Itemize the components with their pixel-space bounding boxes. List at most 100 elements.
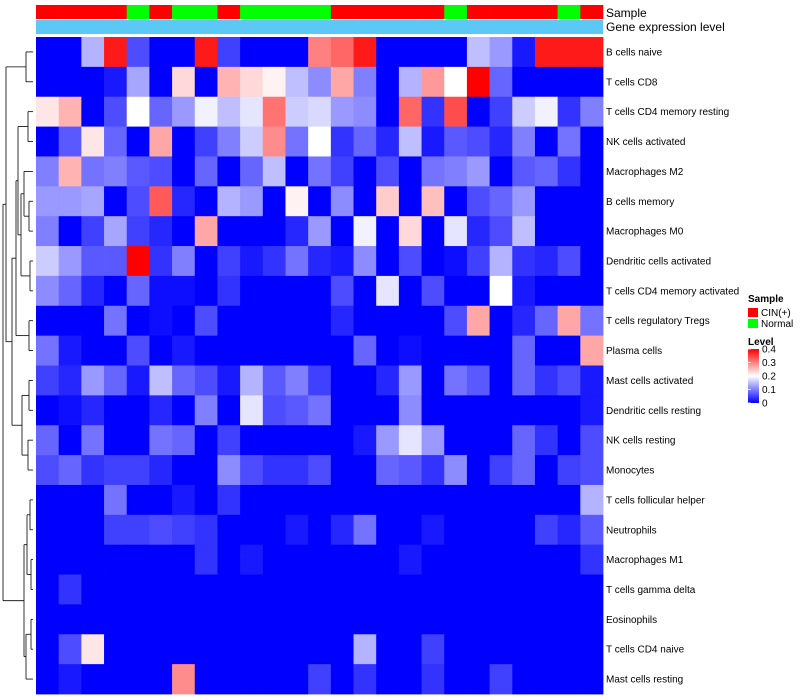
heatmap-cell <box>557 37 581 68</box>
heatmap-cell <box>444 544 468 575</box>
heatmap-cell <box>285 484 309 516</box>
heatmap-cell <box>330 216 354 247</box>
heatmap-cell <box>240 455 264 486</box>
heatmap-cell <box>172 544 196 575</box>
heatmap-cell <box>489 664 513 695</box>
heatmap-cell <box>285 275 309 307</box>
heatmap-cell <box>444 365 468 396</box>
heatmap-cell <box>262 634 286 665</box>
heatmap-cell <box>421 664 445 695</box>
heatmap-cell <box>217 156 241 187</box>
heatmap-cell <box>308 574 332 605</box>
heatmap-cell <box>489 514 513 546</box>
heatmap-cell <box>444 246 468 277</box>
heatmap-cell <box>466 335 490 366</box>
heatmap-cell <box>149 126 173 157</box>
heatmap-cell <box>172 216 196 247</box>
heatmap-cell <box>376 126 400 157</box>
heatmap-cell <box>330 37 354 68</box>
heatmap-cell <box>36 544 60 575</box>
heatmap-cell <box>580 664 604 695</box>
heatmap-cell <box>149 425 173 456</box>
heatmap-cell <box>398 664 422 695</box>
heatmap-cell <box>376 395 400 426</box>
heatmap-cell <box>285 395 309 426</box>
heatmap-cell <box>398 395 422 426</box>
heatmap-cell <box>489 156 513 187</box>
heatmap-cell <box>421 216 445 247</box>
heatmap-cell <box>512 604 536 635</box>
heatmap-cell <box>126 634 150 665</box>
heatmap-cell <box>217 664 241 695</box>
heatmap-cell <box>580 246 604 277</box>
heatmap-cell <box>580 37 604 68</box>
heatmap-cell <box>512 246 536 277</box>
heatmap-cell <box>36 335 60 366</box>
heatmap-cell <box>81 246 105 277</box>
heatmap-cell <box>126 216 150 247</box>
heatmap-cell <box>534 186 559 217</box>
heatmap-cell <box>466 216 490 247</box>
heatmap-cell <box>376 186 400 217</box>
heatmap-cell <box>330 96 354 127</box>
heatmap-cell <box>194 216 218 247</box>
heatmap-cell <box>444 664 468 695</box>
heatmap-cell <box>489 275 513 307</box>
sample-annotation-cell <box>81 5 105 19</box>
heatmap-cell <box>444 66 468 98</box>
heatmap-cell <box>353 634 377 665</box>
heatmap-cell <box>126 514 150 546</box>
heatmap-cell <box>194 514 218 546</box>
row-label: Dendritic cells activated <box>606 256 711 267</box>
heatmap-cell <box>240 246 264 277</box>
heatmap-cell <box>534 574 559 605</box>
heatmap-cell <box>58 664 82 695</box>
heatmap-cell <box>444 395 468 426</box>
heatmap-cell <box>330 365 354 396</box>
heatmap-cell <box>58 126 82 157</box>
heatmap-cell <box>534 544 559 575</box>
heatmap-cell <box>534 37 559 68</box>
heatmap-cell <box>36 216 60 247</box>
heatmap-cell <box>262 246 286 277</box>
heatmap-cell <box>398 634 422 665</box>
heatmap-cell <box>285 126 309 157</box>
heatmap-cell <box>285 664 309 695</box>
row-label: Mast cells activated <box>606 376 693 387</box>
gene-expression-bar <box>36 20 603 34</box>
heatmap-cell <box>194 425 218 456</box>
heatmap-cell <box>466 664 490 695</box>
level-tick-label: 0.3 <box>762 358 776 369</box>
heatmap-cell <box>104 275 128 307</box>
legend-sample-title: Sample <box>748 294 784 305</box>
heatmap-cell <box>172 156 196 187</box>
heatmap-cell <box>81 425 105 456</box>
heatmap-cell <box>580 395 604 426</box>
heatmap-cell <box>466 574 490 605</box>
heatmap-cell <box>466 425 490 456</box>
sample-annotation-cell <box>172 5 196 19</box>
heatmap-cell <box>81 484 105 516</box>
heatmap-cell <box>81 544 105 575</box>
row-label: Macrophages M1 <box>606 555 684 566</box>
heatmap-cell <box>421 186 445 217</box>
heatmap-cell <box>217 335 241 366</box>
heatmap-cell <box>557 484 581 516</box>
heatmap-cell <box>489 96 513 127</box>
heatmap-cell <box>262 66 286 98</box>
heatmap-cell <box>512 335 536 366</box>
heatmap-cell <box>580 126 604 157</box>
heatmap-cell <box>217 37 241 68</box>
heatmap-cell <box>330 664 354 695</box>
heatmap-cell <box>58 514 82 546</box>
heatmap-cell <box>444 634 468 665</box>
heatmap-cell <box>580 634 604 665</box>
sample-annotation-cell <box>58 5 82 19</box>
heatmap-cell <box>534 425 559 456</box>
heatmap-cell <box>353 186 377 217</box>
row-label: Neutrophils <box>606 525 657 536</box>
heatmap-cell <box>104 335 128 366</box>
heatmap-cell <box>81 126 105 157</box>
heatmap-cell <box>58 574 82 605</box>
heatmap-cell <box>353 365 377 396</box>
